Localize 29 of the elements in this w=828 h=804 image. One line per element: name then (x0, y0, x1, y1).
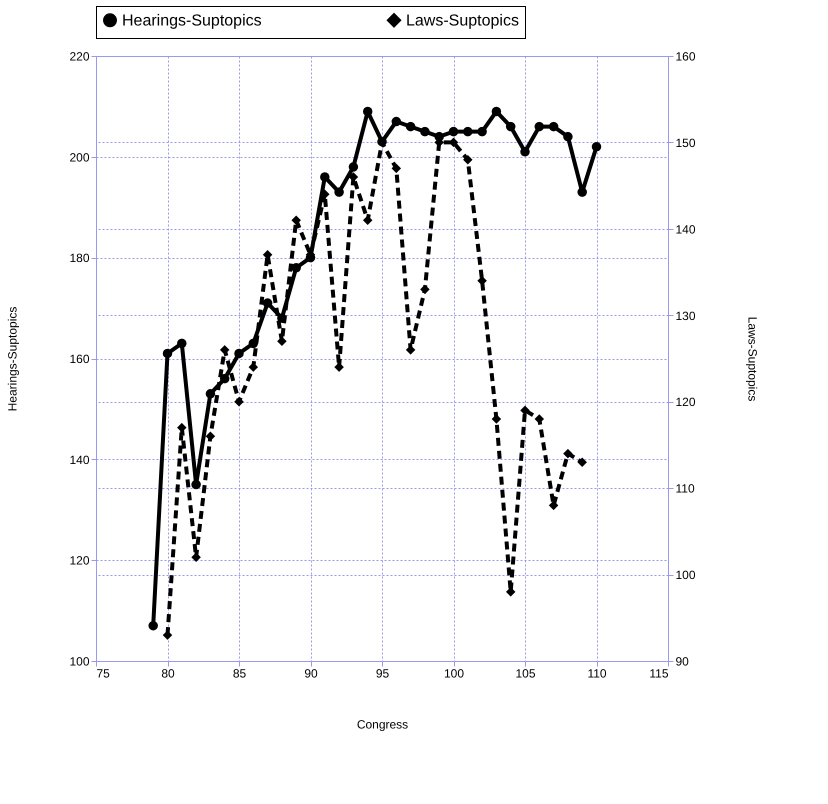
x-tick-label: 115 (649, 666, 669, 680)
x-tick-label: 90 (304, 666, 318, 680)
y2-tick-label: 100 (676, 568, 696, 582)
x-tick-label: 75 (96, 666, 110, 680)
y2-tick-label: 130 (676, 308, 696, 323)
y2-tick-label: 140 (676, 222, 696, 236)
legend-label: Laws-Suptopics (406, 12, 519, 30)
x-tick-label: 95 (376, 666, 390, 680)
x-tick-label: 80 (161, 666, 175, 680)
y2-tick-label: 110 (676, 482, 695, 496)
legend-label: Hearings-Suptopics (122, 12, 262, 30)
x-tick-label: 105 (515, 666, 536, 680)
y-axis-title: Hearings-Suptopics (5, 306, 20, 412)
y-tick-label: 140 (69, 452, 90, 467)
x-tick-label: 100 (444, 666, 464, 680)
y2-tick-label: 120 (676, 395, 696, 410)
y2-tick-label: 160 (676, 50, 696, 64)
y2-tick-label: 150 (676, 136, 696, 150)
y2-tick-label: 90 (676, 654, 690, 668)
y-tick-label: 180 (69, 251, 90, 266)
y-tick-label: 160 (69, 352, 90, 366)
y-tick-label: 220 (69, 50, 90, 64)
x-axis-title: Congress (356, 718, 408, 732)
x-tick-label: 110 (587, 666, 607, 680)
y2-axis-title: Laws-Suptopics (746, 316, 760, 402)
y-tick-label: 200 (69, 150, 90, 164)
y-tick-label: 100 (69, 654, 90, 668)
x-tick-label: 85 (232, 666, 246, 680)
y-tick-label: 120 (69, 554, 90, 568)
